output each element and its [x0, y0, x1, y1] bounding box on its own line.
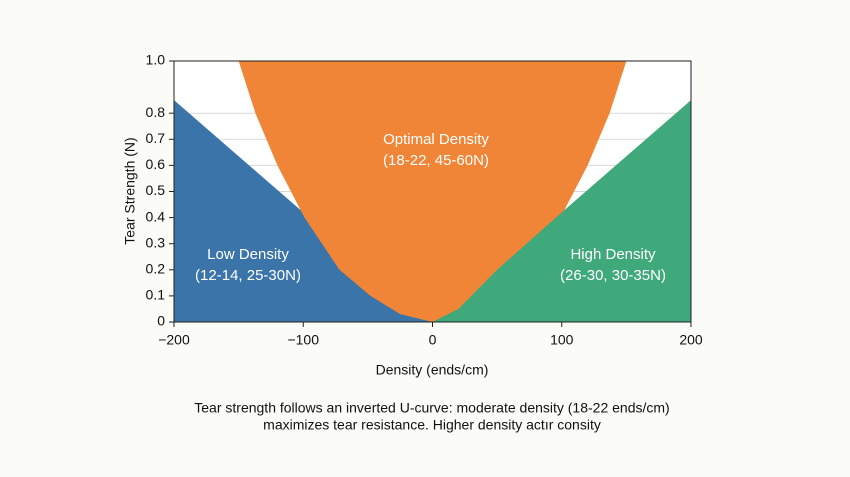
area-note: (12-14, 25-30N)	[195, 267, 301, 284]
x-tick-label: 200	[679, 332, 703, 348]
area	[174, 100, 433, 323]
x-tick-label: −200	[158, 332, 190, 348]
x-tick-label: 100	[550, 332, 574, 348]
y-axis-label: Tear Strength (N)	[122, 137, 138, 244]
x-tick-label: −100	[287, 332, 319, 348]
area-note: (26-30, 30-35N)	[560, 267, 666, 284]
y-tick-label: 0.8	[146, 104, 166, 120]
y-tick-label: 0.1	[146, 287, 166, 303]
area-label: Optimal Density	[383, 131, 489, 148]
x-axis-label: Density (ends/cm)	[376, 362, 489, 378]
caption: Tear strength follows an inverted U-curv…	[194, 400, 669, 416]
area-note: (18-22, 45-60N)	[383, 152, 489, 169]
y-tick-label: 1.0	[146, 52, 166, 68]
y-tick-label: 0.5	[146, 182, 166, 198]
y-tick-label: 0.4	[146, 208, 166, 224]
y-tick-label: 0	[157, 313, 165, 329]
y-tick-label: 0.6	[146, 156, 166, 172]
area-label: Low Density	[207, 246, 289, 263]
y-tick-label: 0.7	[146, 130, 166, 146]
y-tick-label: 0.3	[146, 234, 166, 250]
x-tick-label: 0	[429, 332, 437, 348]
y-tick-label: 0.2	[146, 261, 166, 277]
area-label: High Density	[570, 246, 656, 263]
caption: maximizes tear resistance. Higher densit…	[263, 417, 601, 433]
area	[432, 100, 691, 323]
